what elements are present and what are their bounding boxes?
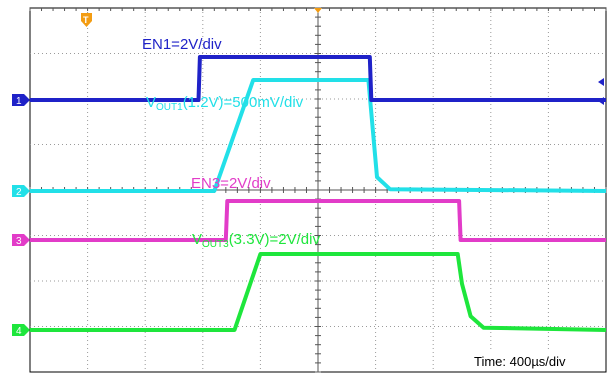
- ch4-marker: [12, 324, 30, 336]
- ch2-marker: [12, 185, 30, 197]
- ch3-marker-label: 3: [16, 236, 22, 247]
- vout3-label-rest: (3.3V)=2V/div: [229, 231, 321, 248]
- en3-label: EN3=2V/div: [191, 175, 271, 192]
- vout1-label-rest: (1.2V)=500mV/div: [183, 94, 304, 111]
- ch1-marker-label: 1: [16, 96, 22, 107]
- vout1-label-sub: OUT1: [156, 102, 183, 113]
- ch1-marker: [12, 94, 30, 106]
- ch2-marker-label: 2: [16, 187, 22, 198]
- trace-en3: [30, 199, 606, 242]
- ch3-marker: [12, 234, 30, 246]
- vout3-label-sub: OUT3: [202, 239, 229, 250]
- trigger-marker: [81, 13, 92, 27]
- time-label: Time: 400µs/div: [474, 354, 566, 369]
- vout1-label-main: V: [146, 94, 156, 111]
- trigger-level-arrow: [598, 78, 604, 86]
- en1-label: EN1=2V/div: [142, 36, 222, 53]
- vout3-label-main: V: [192, 231, 202, 248]
- vout1-label: VOUT1(1.2V)=500mV/div: [146, 94, 304, 113]
- ch1-level-arrow: [598, 97, 604, 105]
- channel-markers: 1 2 3 4 T: [12, 8, 604, 337]
- trigger-marker-label: T: [83, 15, 89, 25]
- trace-vout1: [30, 78, 607, 193]
- trace-vout3: [30, 252, 607, 332]
- trigger-position-marker: [314, 8, 322, 13]
- traces: [30, 55, 607, 332]
- time-label-box: [470, 350, 600, 370]
- trace-en1: [30, 55, 606, 102]
- ch4-marker-label: 4: [16, 326, 22, 337]
- vout3-label: VOUT3(3.3V)=2V/div: [192, 231, 320, 250]
